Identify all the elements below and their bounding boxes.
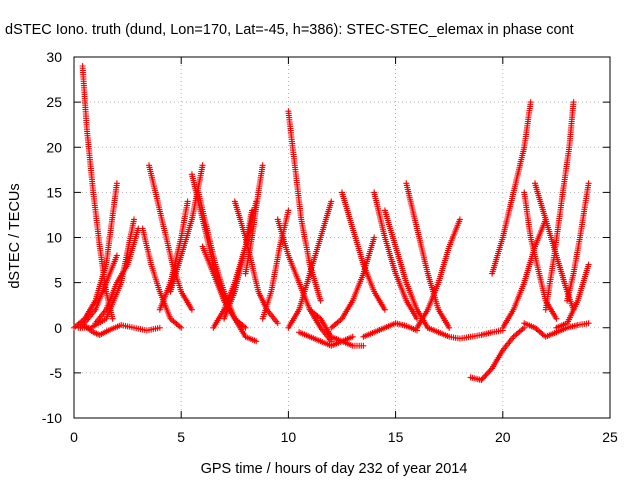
series-27-markers	[360, 320, 420, 340]
series-5	[81, 322, 163, 338]
x-tick-label: 0	[70, 429, 78, 445]
series-9	[156, 198, 191, 313]
x-tick-label: 15	[388, 429, 404, 445]
series-25	[371, 189, 420, 322]
series-29-markers	[414, 216, 463, 331]
series-36	[542, 99, 577, 313]
series-15	[242, 162, 266, 277]
series-38-markers	[553, 261, 592, 331]
series-28-markers	[403, 180, 453, 331]
series-5-markers	[81, 322, 163, 338]
y-axis-label: dSTEC / TECUs	[7, 183, 23, 288]
series-39-markers	[521, 320, 592, 340]
x-tick-label: 25	[602, 429, 618, 445]
y-tick-label: 5	[54, 275, 62, 291]
series-28	[403, 180, 453, 331]
series-15-markers	[242, 162, 266, 277]
series-16	[231, 198, 281, 327]
series-0	[79, 63, 116, 322]
series-24	[328, 234, 378, 331]
series-31	[467, 324, 528, 384]
series-37	[564, 180, 592, 304]
series-34-markers	[521, 189, 560, 322]
series-9-markers	[156, 198, 191, 313]
series-32-markers	[489, 99, 534, 277]
y-tick-label: 25	[46, 94, 62, 110]
series-30	[424, 324, 506, 342]
series-19	[274, 216, 335, 345]
series-0-markers	[79, 63, 116, 322]
series-3	[77, 252, 120, 331]
series-37-markers	[564, 180, 592, 304]
series-18	[285, 108, 324, 304]
series-39	[521, 320, 592, 340]
series-4-markers	[92, 225, 142, 327]
series-32	[489, 99, 534, 277]
series-30-markers	[424, 324, 506, 342]
x-axis-label: GPS time / hours of day 232 of year 2014	[201, 461, 468, 477]
y-tick-label: 20	[46, 139, 62, 155]
data-points	[71, 63, 592, 384]
series-18-markers	[285, 108, 324, 304]
series-25-markers	[371, 189, 420, 322]
series-23-markers	[339, 189, 388, 313]
series-23	[339, 189, 388, 313]
series-22-markers	[296, 329, 356, 349]
series-19-markers	[274, 216, 335, 345]
y-tick-label: 15	[46, 184, 62, 200]
series-27	[360, 320, 420, 340]
series-3-markers	[77, 252, 120, 331]
series-4	[92, 225, 142, 327]
chart-title: dSTEC Iono. truth (dund, Lon=170, Lat=-4…	[5, 22, 574, 38]
x-tick-label: 20	[495, 429, 511, 445]
ticks: 0 5 10 15 20 25 -10 -5 0 5 10 15 20 25 30	[42, 49, 618, 445]
x-tick-label: 5	[177, 429, 185, 445]
series-22	[296, 329, 356, 349]
series-1	[71, 180, 120, 331]
x-tick-label: 10	[281, 429, 297, 445]
series-31-markers	[467, 324, 528, 384]
series-38	[553, 261, 592, 331]
series-36-markers	[542, 99, 577, 313]
series-29	[414, 216, 463, 331]
series-17-markers	[259, 207, 292, 322]
y-tick-label: 10	[46, 230, 62, 246]
y-tick-label: 30	[46, 49, 62, 65]
series-16-markers	[231, 198, 281, 327]
series-34	[521, 189, 560, 322]
y-tick-label: -10	[42, 410, 62, 426]
series-26	[381, 207, 431, 331]
series-24-markers	[328, 234, 378, 331]
series-20	[285, 198, 335, 331]
y-tick-label: -5	[50, 365, 63, 381]
series-20-markers	[285, 198, 335, 331]
series-26-markers	[381, 207, 431, 331]
y-tick-label: 0	[54, 320, 62, 336]
series-17	[259, 207, 292, 322]
series-1-markers	[71, 180, 120, 331]
